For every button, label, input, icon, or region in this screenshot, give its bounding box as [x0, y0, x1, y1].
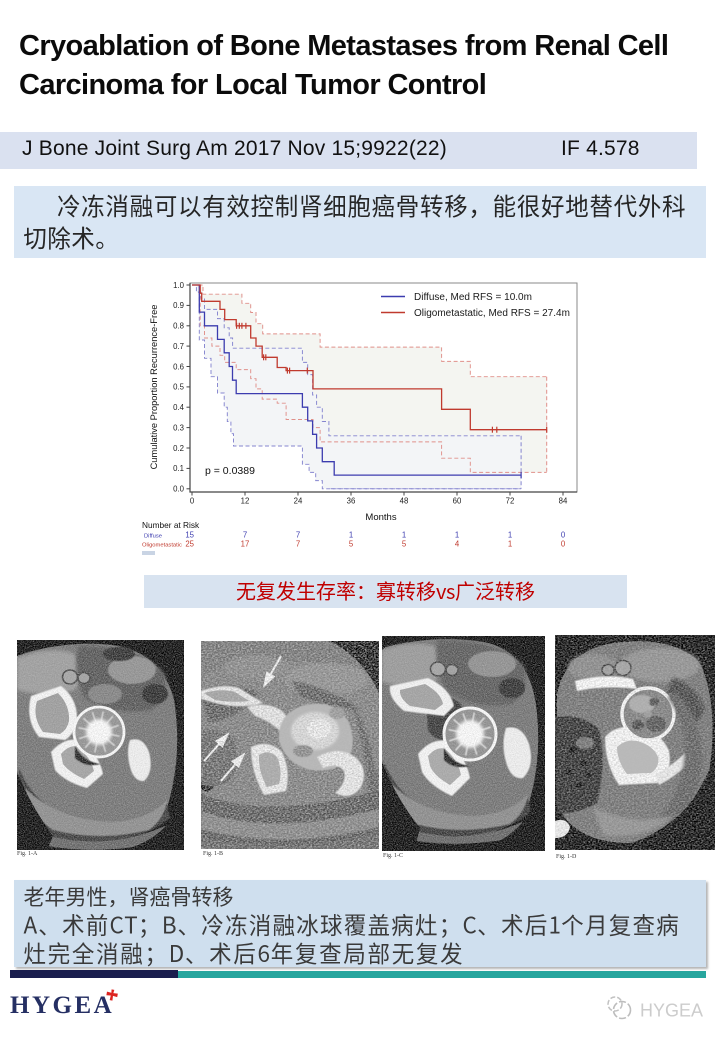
- svg-text:0.2: 0.2: [173, 444, 184, 453]
- svg-text:0: 0: [561, 540, 566, 549]
- svg-text:12: 12: [241, 497, 250, 506]
- svg-text:0: 0: [561, 531, 566, 540]
- svg-text:48: 48: [400, 497, 409, 506]
- svg-text:Oligometastatic: Oligometastatic: [142, 543, 182, 549]
- svg-text:HYGEA: HYGEA: [640, 1001, 703, 1021]
- svg-text:Diffuse: Diffuse: [144, 534, 162, 540]
- svg-text:24: 24: [294, 497, 303, 506]
- svg-text:15: 15: [185, 531, 194, 540]
- svg-text:25: 25: [185, 540, 194, 549]
- svg-text:p = 0.0389: p = 0.0389: [205, 465, 255, 477]
- svg-text:0.6: 0.6: [173, 362, 184, 371]
- svg-text:1: 1: [508, 531, 512, 540]
- svg-text:0.8: 0.8: [173, 322, 184, 331]
- svg-text:Oligometastatic, Med RFS = 27.: Oligometastatic, Med RFS = 27.4m: [414, 308, 570, 319]
- svg-text:0.7: 0.7: [173, 342, 184, 351]
- svg-text:4: 4: [455, 540, 460, 549]
- svg-text:7: 7: [296, 540, 300, 549]
- svg-text:17: 17: [241, 540, 250, 549]
- svg-text:60: 60: [453, 497, 462, 506]
- svg-text:0.4: 0.4: [173, 403, 185, 412]
- svg-text:7: 7: [296, 531, 300, 540]
- svg-text:5: 5: [402, 540, 407, 549]
- svg-text:1.0: 1.0: [173, 281, 185, 290]
- svg-text:Diffuse, Med RFS = 10.0m: Diffuse, Med RFS = 10.0m: [414, 292, 532, 303]
- svg-text:1: 1: [508, 540, 512, 549]
- svg-text:7: 7: [243, 531, 247, 540]
- svg-text:0.0: 0.0: [173, 485, 185, 494]
- svg-text:Months: Months: [365, 512, 396, 523]
- svg-text:36: 36: [347, 497, 356, 506]
- svg-text:72: 72: [506, 497, 515, 506]
- svg-text:1: 1: [349, 531, 353, 540]
- svg-text:1: 1: [455, 531, 459, 540]
- svg-text:0.3: 0.3: [173, 423, 184, 432]
- svg-text:0.9: 0.9: [173, 301, 184, 310]
- svg-text:0: 0: [190, 497, 195, 506]
- svg-text:0.5: 0.5: [173, 383, 185, 392]
- svg-text:1: 1: [402, 531, 406, 540]
- svg-text:Cumulative Proportion Recurren: Cumulative Proportion Recurrence-Free: [149, 305, 159, 470]
- svg-text:0.1: 0.1: [173, 464, 184, 473]
- svg-text:5: 5: [349, 540, 354, 549]
- svg-text:Number at Risk: Number at Risk: [142, 520, 200, 530]
- svg-text:84: 84: [559, 497, 568, 506]
